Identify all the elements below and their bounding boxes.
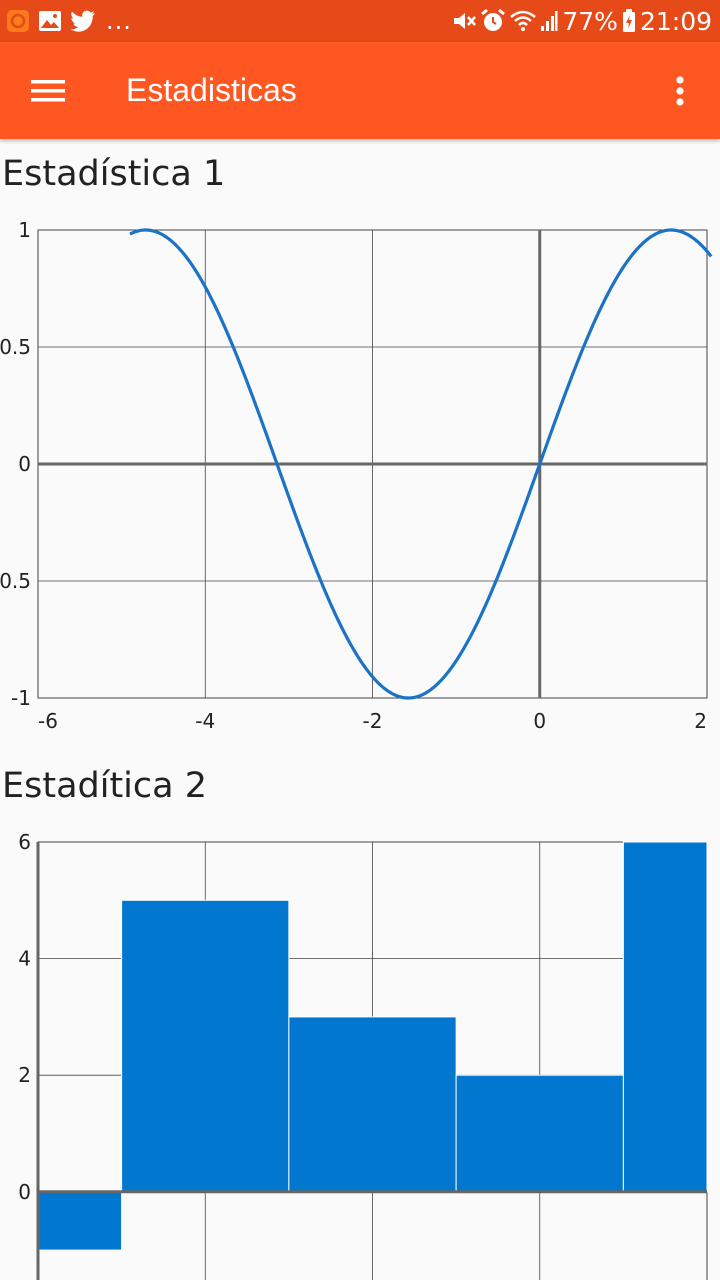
x-tick-label: -4 <box>195 709 215 733</box>
sine-line-chart: -6 -4 -2 0 2 1 0.5 0 0.5 -1 <box>0 218 713 733</box>
histogram-bar <box>288 1016 457 1193</box>
status-bar-right: 77% 21:09 <box>452 0 712 42</box>
status-bar: ... 77% 21:09 <box>0 0 720 42</box>
more-vert-icon <box>676 76 684 106</box>
app-title: Estadisticas <box>126 72 297 108</box>
y-tick-label: 6 <box>18 830 31 854</box>
battery-icon <box>622 9 636 33</box>
gallery-icon <box>38 10 62 32</box>
bar-chart: 6 4 2 0 <box>18 830 708 1280</box>
y-tick-label: 2 <box>18 1063 31 1087</box>
sine-series-line <box>129 228 713 700</box>
y-tick-label: -1 <box>11 686 31 710</box>
histogram-bar <box>622 841 708 1193</box>
histogram-bar <box>121 899 290 1193</box>
more-notifications-indicator: ... <box>106 7 132 35</box>
status-bar-left: ... <box>6 0 132 42</box>
y-tick-label: 4 <box>18 947 31 971</box>
wifi-icon <box>510 10 537 32</box>
y-tick-label: 1 <box>18 218 31 242</box>
x-tick-label: -2 <box>363 709 383 733</box>
alarm-icon <box>480 8 506 34</box>
y-tick-label: 0.5 <box>0 569 31 593</box>
x-tick-label: -6 <box>38 709 58 733</box>
histogram-bar <box>37 1191 123 1251</box>
overflow-menu-button[interactable] <box>656 66 704 116</box>
y-tick-label: 0.5 <box>0 335 31 359</box>
mute-icon <box>452 9 477 33</box>
histogram-bar <box>455 1074 624 1193</box>
x-tick-label: 2 <box>694 709 707 733</box>
y-tick-label: 0 <box>18 1180 31 1204</box>
clock: 21:09 <box>639 6 712 36</box>
battery-percent: 77% <box>562 6 618 36</box>
twitter-icon <box>70 10 96 32</box>
chart-2-title: Estadítica 2 <box>2 766 207 806</box>
menu-button[interactable] <box>20 66 76 116</box>
menu-icon <box>31 80 65 102</box>
app-bar: Estadisticas <box>0 42 720 139</box>
notification-app-icon <box>6 9 30 33</box>
x-tick-label: 0 <box>533 709 546 733</box>
chart-1-title: Estadística 1 <box>2 154 226 194</box>
y-tick-label: 0 <box>18 452 31 476</box>
signal-icon <box>540 10 558 32</box>
